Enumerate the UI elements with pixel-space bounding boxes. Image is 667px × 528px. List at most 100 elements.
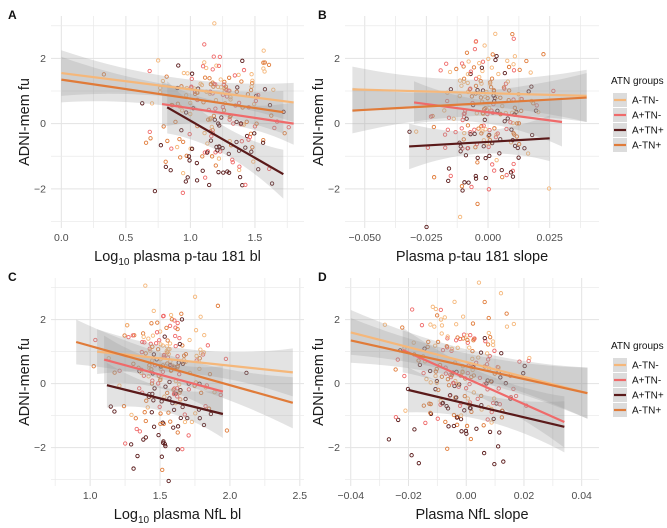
data-point (155, 347, 161, 352)
x-tick-label: −0.04 (337, 490, 364, 502)
data-point (457, 78, 463, 83)
data-point (192, 294, 198, 299)
data-point (428, 114, 434, 119)
data-point (491, 416, 496, 422)
data-point (434, 366, 439, 372)
data-point (165, 138, 170, 144)
y-tick-label: 0 (334, 378, 340, 390)
data-point (481, 423, 486, 428)
data-point (458, 149, 463, 154)
data-point (416, 461, 421, 466)
gridlines (345, 278, 599, 486)
data-point (123, 441, 128, 446)
data-point (144, 398, 149, 403)
data-point (150, 344, 155, 349)
data-point (442, 108, 447, 113)
data-point (450, 380, 456, 386)
data-point (122, 333, 127, 338)
data-point (476, 355, 481, 360)
data-point (454, 322, 459, 327)
data-point (205, 343, 211, 348)
data-point (266, 62, 272, 68)
data-point (200, 154, 205, 159)
data-point (444, 404, 449, 409)
data-point (93, 337, 98, 343)
data-point (449, 346, 455, 351)
data-point (207, 372, 213, 377)
data-point (182, 412, 187, 417)
data-point (482, 336, 487, 341)
data-point (189, 71, 195, 76)
data-point (482, 43, 487, 48)
tick-labels: −0.050 −0.025 0.000 0.025 −2 0 2 (328, 53, 563, 244)
data-point (521, 371, 526, 376)
data-point (486, 133, 491, 138)
data-point (453, 338, 459, 343)
data-point (185, 175, 190, 180)
data-point (221, 170, 226, 175)
data-point (189, 146, 195, 151)
data-point (141, 373, 147, 378)
data-point (143, 283, 148, 288)
data-point (137, 386, 142, 391)
data-point (175, 363, 181, 369)
data-point (183, 352, 189, 357)
data-point (502, 119, 507, 124)
data-point (447, 69, 453, 75)
data-point (478, 350, 484, 355)
data-point (477, 375, 483, 381)
legend-entry-label: A-TN- (632, 96, 659, 107)
data-point (213, 106, 218, 111)
data-point (197, 416, 202, 421)
data-point (393, 367, 398, 372)
data-point (458, 144, 463, 149)
data-point (494, 158, 499, 163)
data-point (149, 410, 154, 415)
data-point (423, 420, 428, 426)
data-point (439, 331, 444, 336)
data-point (448, 87, 454, 92)
data-point (440, 400, 446, 406)
data-point (175, 394, 180, 399)
data-point (489, 76, 495, 81)
data-point (133, 416, 138, 421)
data-point (163, 443, 168, 449)
data-point (500, 103, 505, 109)
data-point (208, 411, 214, 417)
data-point (473, 39, 479, 44)
data-point (216, 170, 221, 175)
data-point (199, 390, 204, 395)
data-point (152, 188, 158, 194)
data-point (449, 348, 454, 354)
data-point (484, 362, 490, 367)
data-point (419, 323, 425, 328)
data-point (251, 159, 256, 164)
data-point (262, 87, 268, 92)
data-point (525, 151, 531, 156)
data-point (147, 365, 152, 371)
data-point (452, 299, 457, 305)
x-axis-title: Log10 plasma NfL bl (114, 507, 241, 526)
data-point (202, 42, 207, 47)
data-point (178, 415, 183, 421)
data-point (396, 417, 401, 423)
data-point (254, 121, 259, 126)
data-point (230, 157, 235, 162)
data-point (546, 186, 552, 191)
data-point (228, 95, 233, 100)
data-point (202, 60, 207, 65)
data-point (234, 139, 239, 145)
data-point (460, 117, 465, 123)
y-axis-title: ADNI-mem fu (311, 78, 327, 166)
data-point (175, 326, 180, 332)
data-point (513, 393, 519, 399)
data-point (148, 136, 153, 141)
data-point (203, 175, 208, 180)
data-point (179, 311, 184, 316)
data-point (440, 348, 446, 353)
data-point (243, 182, 248, 188)
data-point (464, 50, 470, 55)
data-point (430, 304, 435, 309)
data-point (188, 100, 193, 106)
data-point (185, 415, 190, 421)
